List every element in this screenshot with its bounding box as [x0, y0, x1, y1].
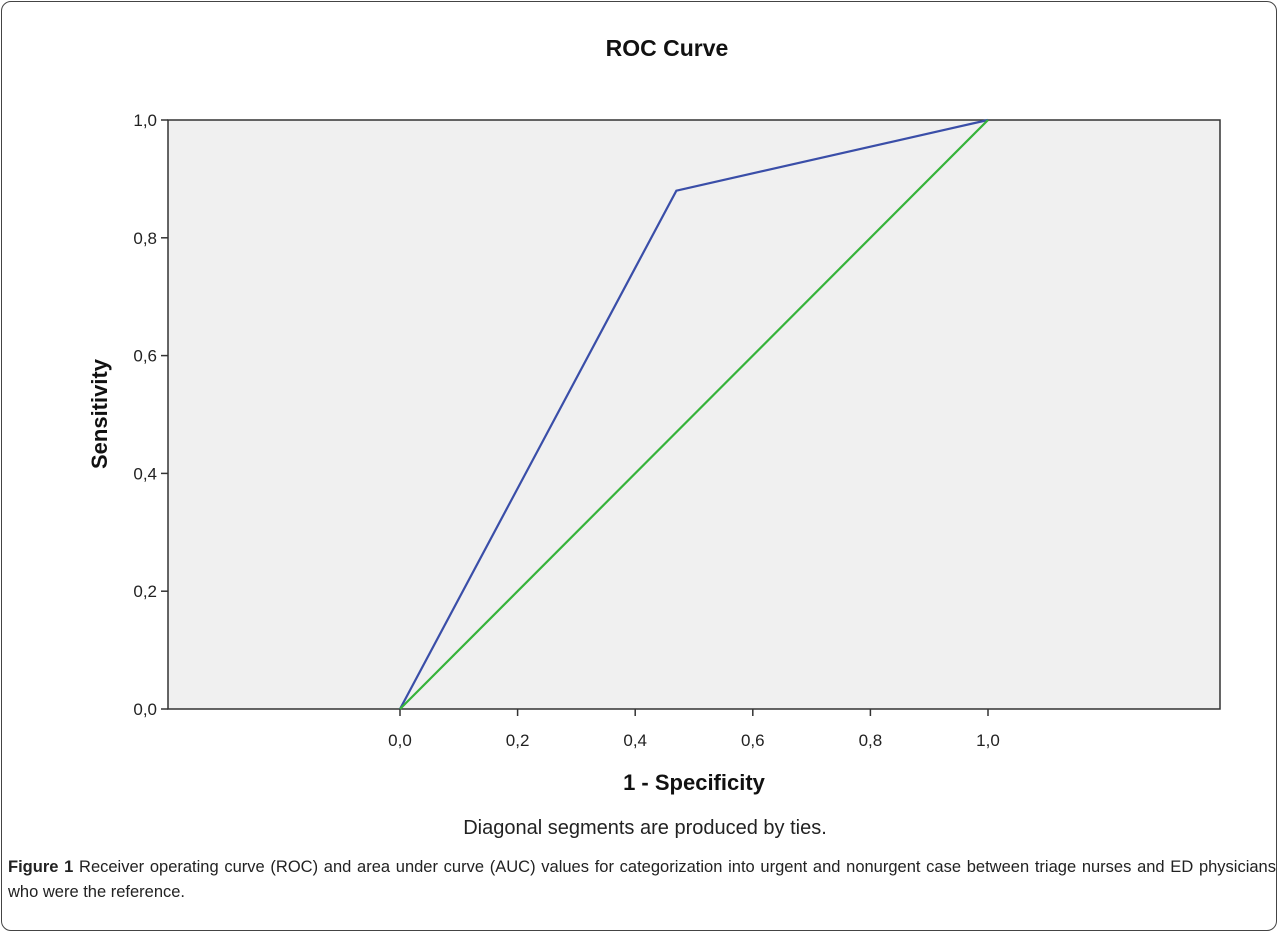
- y-axis-title: Sensitivity: [87, 358, 112, 469]
- roc-curve-line: [399, 118, 989, 710]
- y-tick-label: 0,2: [133, 582, 157, 601]
- y-tick-label: 0,0: [133, 700, 157, 719]
- caption-label: Figure 1: [8, 858, 74, 876]
- y-tick-label: 1,0: [133, 111, 157, 130]
- figure-caption: Figure 1 Receiver operating curve (ROC) …: [8, 855, 1276, 905]
- x-tick-label: 0,0: [388, 731, 412, 750]
- chart-title: ROC Curve: [606, 35, 729, 61]
- caption-text: Receiver operating curve (ROC) and area …: [8, 858, 1276, 901]
- series-layer: [399, 118, 989, 710]
- x-tick-label: 0,2: [506, 731, 530, 750]
- x-tick-label: 1,0: [976, 731, 1000, 750]
- chart-footnote: Diagonal segments are produced by ties.: [463, 817, 827, 839]
- x-axis: 0,0 0,2 0,4 0,6 0,8 1,0: [388, 709, 1000, 750]
- x-tick-label: 0,4: [623, 731, 647, 750]
- reference-diagonal-line: [399, 119, 989, 710]
- x-tick-label: 0,6: [741, 731, 765, 750]
- y-tick-label: 0,4: [133, 464, 157, 483]
- y-tick-label: 0,6: [133, 347, 157, 366]
- x-axis-title: 1 - Specificity: [623, 770, 766, 795]
- y-tick-label: 0,8: [133, 229, 157, 248]
- y-axis: 0,0 0,2 0,4 0,6 0,8 1,0: [133, 111, 168, 719]
- x-tick-label: 0,8: [859, 731, 883, 750]
- roc-chart: ROC Curve 0,00,20,40,60,81,0 0,0 0,2 0,4 0,…: [87, 35, 1221, 839]
